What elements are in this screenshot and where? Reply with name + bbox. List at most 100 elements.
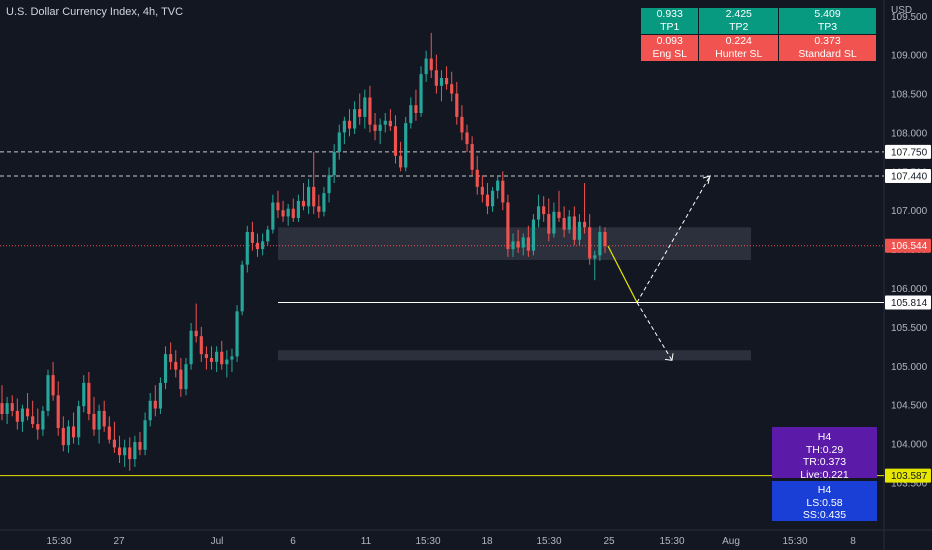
candle-body: [470, 144, 474, 170]
candle-body: [312, 186, 316, 207]
y-tick-label: 105.500: [891, 323, 928, 334]
candle-body: [342, 120, 346, 133]
h4-stats-box: H4 TH:0.29 TR:0.373 Live:0.221: [772, 427, 877, 481]
candle-body: [301, 200, 306, 207]
candle-body: [230, 356, 234, 360]
candle-body: [286, 208, 290, 217]
candle-body: [445, 78, 449, 85]
x-tick-label: 15:30: [415, 536, 440, 547]
candle-body: [169, 354, 173, 362]
candle-body: [455, 93, 459, 117]
candle-body: [271, 202, 275, 230]
candle-body: [20, 408, 25, 422]
candle-body: [414, 105, 418, 113]
y-tick-label: 109.000: [891, 51, 928, 62]
candle-body: [281, 210, 285, 217]
level-tag-bg: [885, 295, 931, 310]
candle-body: [337, 132, 341, 152]
candle-body: [317, 206, 321, 212]
candle-body: [66, 426, 71, 446]
candle-body: [603, 232, 607, 246]
x-tick-label: 25: [603, 536, 615, 547]
candle-body: [77, 406, 81, 438]
candle-body: [61, 428, 65, 446]
x-tick-label: Jul: [211, 536, 224, 547]
candle-body: [117, 447, 122, 456]
hunter-sl-value: 0.224: [725, 35, 752, 47]
candle-body: [220, 351, 224, 365]
y-tick-label: 108.500: [891, 90, 928, 101]
candle-body: [347, 120, 352, 129]
candle-body: [307, 186, 311, 207]
candle-body: [373, 124, 377, 131]
projection-up-path: [636, 175, 711, 303]
candle-body: [393, 126, 398, 156]
candle-body: [163, 354, 168, 383]
y-tick-label: 106.000: [891, 284, 928, 295]
candle-body: [133, 442, 137, 460]
candle-body: [404, 123, 408, 168]
candle-body: [378, 124, 382, 131]
x-tick-label: 27: [113, 536, 125, 547]
candle-body: [475, 169, 479, 187]
candle-body: [465, 132, 469, 145]
candle-body: [184, 364, 188, 390]
candle-body: [148, 400, 152, 421]
standard-sl-label: Standard SL: [798, 48, 857, 60]
candle-body: [261, 241, 265, 250]
candle-body: [41, 410, 45, 430]
x-tick-label: 15:30: [46, 536, 71, 547]
candle-body: [490, 190, 495, 207]
candle-body: [174, 361, 178, 370]
candle-body: [123, 447, 127, 456]
candle-body: [240, 264, 244, 312]
hunter-sl-label: Hunter SL: [715, 48, 763, 60]
x-tick-label: 6: [290, 536, 296, 547]
candle-body: [332, 151, 336, 176]
candle-body: [245, 232, 249, 265]
tp2-label: TP2: [729, 21, 749, 33]
candle-body: [429, 58, 433, 71]
level-price-tags: 107.750 107.440 106.544 105.814 103.587: [885, 144, 931, 483]
candle-body: [424, 58, 428, 75]
level-tag-bg: [885, 238, 931, 253]
candle-body: [526, 237, 530, 251]
candle-body: [536, 206, 541, 220]
candle-body: [501, 180, 505, 203]
candle-body: [480, 186, 484, 195]
candle-body: [511, 241, 515, 250]
tp1-cell: 0.933 TP1: [639, 7, 700, 35]
time-axis[interactable]: 15:30 27 Jul 6 11 15:30 18 15:30 25 15:30 Aug 15:30…: [46, 536, 856, 547]
candle-body: [153, 400, 157, 409]
h4-stats-live: Live:0.221: [800, 468, 849, 481]
candle-body: [225, 359, 229, 365]
candle-body: [562, 218, 566, 230]
h4-ls-value: LS:0.58: [806, 496, 843, 509]
candle-body: [409, 105, 413, 124]
level-tag-label: 107.750: [891, 147, 928, 158]
h4-stats-timeframe: H4: [817, 431, 832, 443]
x-tick-label: 15:30: [782, 536, 807, 547]
candle-body: [107, 426, 111, 440]
y-tick-label: 103.500: [891, 478, 928, 489]
x-tick-label: 8: [850, 536, 856, 547]
candle-body: [194, 330, 198, 337]
candle-body: [598, 232, 602, 256]
candle-body: [582, 221, 587, 228]
candle-body: [388, 120, 392, 127]
level-tag-label: 107.440: [891, 172, 928, 183]
candle-body: [25, 408, 30, 417]
candle-body: [572, 216, 576, 240]
candle-body: [97, 410, 101, 430]
candle-body: [552, 211, 556, 234]
candle-body: [10, 403, 14, 411]
candle-body: [82, 382, 86, 407]
level-tag-bg: [885, 468, 931, 483]
candle-body: [31, 416, 35, 425]
h4-stats-th: TH:0.29: [805, 443, 844, 456]
tp2-value: 2.425: [725, 8, 752, 20]
candle-body: [189, 330, 193, 365]
lower-zone: [278, 350, 751, 361]
candle-body: [179, 369, 183, 390]
